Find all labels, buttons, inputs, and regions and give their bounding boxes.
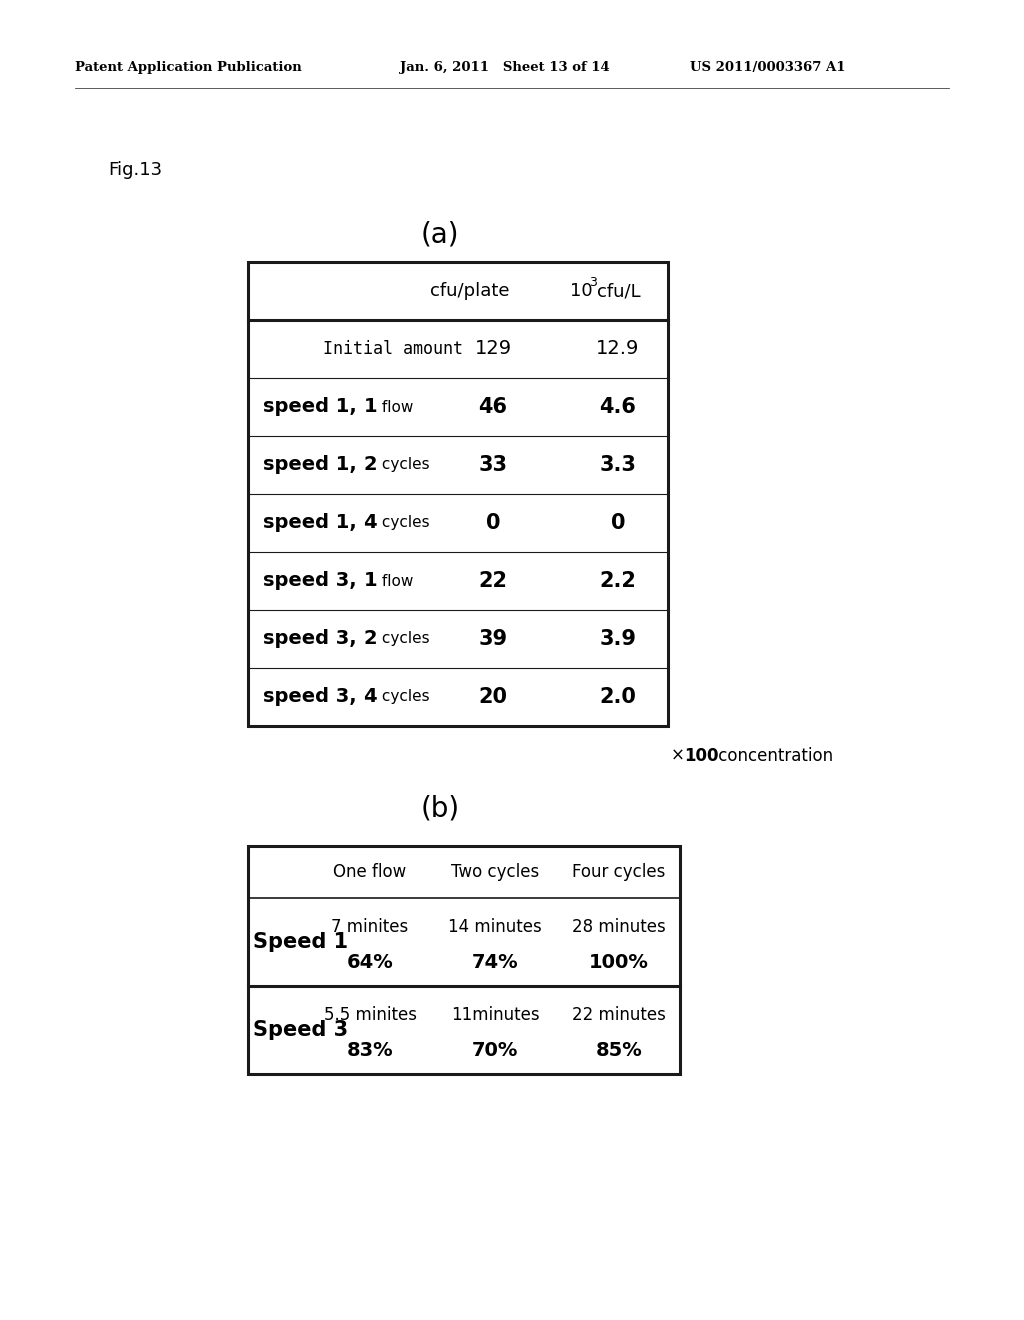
Text: (a): (a) xyxy=(421,220,459,249)
Text: 1: 1 xyxy=(364,572,377,590)
Text: (b): (b) xyxy=(421,795,460,822)
Text: speed 3,: speed 3, xyxy=(263,688,364,706)
Text: Jan. 6, 2011   Sheet 13 of 14: Jan. 6, 2011 Sheet 13 of 14 xyxy=(400,62,609,74)
Text: speed 1,: speed 1, xyxy=(263,455,364,474)
Text: 12.9: 12.9 xyxy=(596,339,640,359)
Text: 22 minutes: 22 minutes xyxy=(572,1006,666,1024)
Text: 64%: 64% xyxy=(347,953,393,972)
Text: cfu/plate: cfu/plate xyxy=(430,282,510,300)
Text: 11minutes: 11minutes xyxy=(451,1006,540,1024)
Text: 129: 129 xyxy=(474,339,512,359)
Text: speed 3,: speed 3, xyxy=(263,630,364,648)
Text: Patent Application Publication: Patent Application Publication xyxy=(75,62,302,74)
Text: ×: × xyxy=(671,747,685,766)
Text: 7 minites: 7 minites xyxy=(332,917,409,936)
Text: 4: 4 xyxy=(364,688,377,706)
Text: flow: flow xyxy=(377,573,414,589)
Text: 14 minutes: 14 minutes xyxy=(449,917,542,936)
Text: speed 3,: speed 3, xyxy=(263,572,364,590)
Text: 85%: 85% xyxy=(596,1040,642,1060)
Text: 100: 100 xyxy=(684,747,719,766)
Text: flow: flow xyxy=(377,400,414,414)
Text: cfu/L: cfu/L xyxy=(597,282,641,300)
Text: One flow: One flow xyxy=(334,863,407,880)
Text: 10: 10 xyxy=(570,282,593,300)
Text: concentration: concentration xyxy=(713,747,834,766)
Text: 2.0: 2.0 xyxy=(600,686,637,708)
Text: 39: 39 xyxy=(478,630,508,649)
Text: speed 1,: speed 1, xyxy=(263,513,364,532)
Text: Fig.13: Fig.13 xyxy=(108,161,162,180)
Text: Speed 1: Speed 1 xyxy=(253,932,348,952)
Text: 33: 33 xyxy=(478,455,508,475)
Text: 28 minutes: 28 minutes xyxy=(572,917,666,936)
Text: 20: 20 xyxy=(478,686,508,708)
Text: 74%: 74% xyxy=(472,953,518,972)
Text: 70%: 70% xyxy=(472,1040,518,1060)
Text: cycles: cycles xyxy=(377,631,430,647)
Text: 1: 1 xyxy=(364,397,377,417)
Text: 83%: 83% xyxy=(347,1040,393,1060)
Text: cycles: cycles xyxy=(377,689,430,705)
Text: 46: 46 xyxy=(478,397,508,417)
Text: cycles: cycles xyxy=(377,516,430,531)
Text: 2: 2 xyxy=(364,630,377,648)
Text: 100%: 100% xyxy=(589,953,649,972)
Text: Initial amount: Initial amount xyxy=(323,341,463,358)
Text: 2: 2 xyxy=(364,455,377,474)
Text: Speed 3: Speed 3 xyxy=(253,1020,348,1040)
Text: 3: 3 xyxy=(589,276,597,289)
Text: Four cycles: Four cycles xyxy=(572,863,666,880)
Text: 0: 0 xyxy=(485,513,501,533)
Text: 22: 22 xyxy=(478,572,508,591)
Text: US 2011/0003367 A1: US 2011/0003367 A1 xyxy=(690,62,846,74)
Text: 0: 0 xyxy=(610,513,626,533)
Text: 2.2: 2.2 xyxy=(600,572,637,591)
Text: Two cycles: Two cycles xyxy=(451,863,539,880)
Text: 5.5 minites: 5.5 minites xyxy=(324,1006,417,1024)
Bar xyxy=(248,261,668,726)
Text: 3.9: 3.9 xyxy=(599,630,637,649)
Text: cycles: cycles xyxy=(377,458,430,473)
Text: 3.3: 3.3 xyxy=(600,455,637,475)
Bar xyxy=(248,846,680,1074)
Text: 4.6: 4.6 xyxy=(600,397,637,417)
Text: 4: 4 xyxy=(364,513,377,532)
Text: speed 1,: speed 1, xyxy=(263,397,364,417)
